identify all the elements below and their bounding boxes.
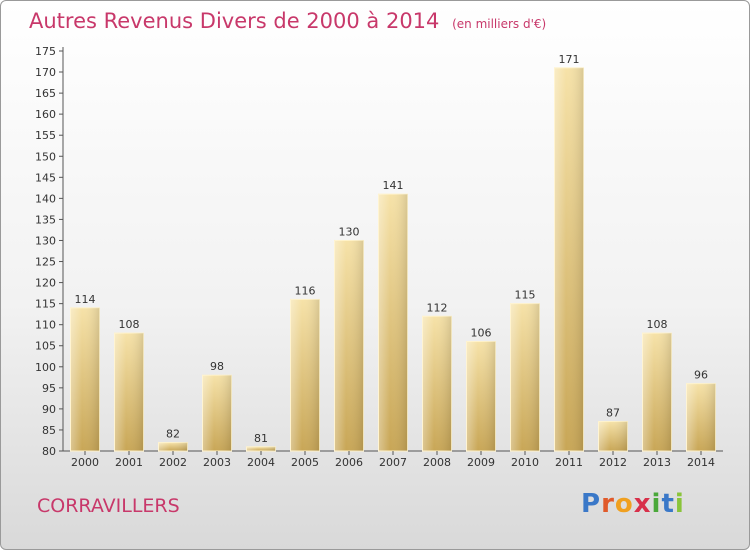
proxiti-logo[interactable]: Proxiti — [581, 489, 685, 519]
logo-letter: r — [601, 489, 615, 519]
bar-shade — [202, 375, 232, 451]
x-tick-label: 2006 — [335, 456, 363, 469]
x-tick-label: 2012 — [599, 456, 627, 469]
bar-value-label: 130 — [339, 225, 360, 238]
chart-title-text: Autres Revenus Divers de 2000 à 2014 — [29, 9, 440, 33]
x-tick-label: 2001 — [115, 456, 143, 469]
y-tick-label: 155 — [35, 129, 56, 142]
bar-value-label: 116 — [295, 284, 316, 297]
bar-shade — [554, 67, 584, 451]
y-tick-label: 135 — [35, 213, 56, 226]
bar-value-label: 98 — [210, 360, 224, 373]
y-tick-label: 80 — [42, 445, 56, 458]
bar-shade — [598, 421, 628, 451]
x-tick-label: 2000 — [71, 456, 99, 469]
bar-value-label: 96 — [694, 369, 708, 382]
commune-name: CORRAVILLERS — [37, 495, 180, 517]
bar-value-label: 141 — [383, 179, 404, 192]
x-tick-label: 2004 — [247, 456, 275, 469]
bar-value-label: 81 — [254, 432, 268, 445]
x-tick-label: 2002 — [159, 456, 187, 469]
y-tick-label: 120 — [35, 277, 56, 290]
bar-shade — [114, 333, 144, 451]
bar-shade — [334, 240, 364, 451]
bar-value-label: 108 — [119, 318, 140, 331]
y-tick-label: 115 — [35, 298, 56, 311]
y-tick-label: 95 — [42, 382, 56, 395]
chart-subtitle: (en milliers d'€) — [452, 17, 547, 31]
bar-shade — [466, 341, 496, 451]
bar-value-label: 114 — [75, 293, 96, 306]
bar-shade — [158, 442, 188, 451]
x-tick-label: 2007 — [379, 456, 407, 469]
bar-shade — [642, 333, 672, 451]
logo-letter: x — [633, 489, 652, 519]
y-tick-label: 85 — [42, 424, 56, 437]
y-tick-label: 105 — [35, 340, 56, 353]
bar-shade — [290, 299, 320, 451]
y-tick-label: 160 — [35, 108, 56, 121]
logo-letter: i — [674, 489, 685, 519]
bar-shade — [510, 303, 540, 451]
bar-shade — [422, 316, 452, 451]
bar-shade — [686, 383, 716, 451]
x-tick-label: 2010 — [511, 456, 539, 469]
bar-shade — [246, 446, 276, 451]
chart-title: Autres Revenus Divers de 2000 à 2014 (en… — [29, 9, 546, 33]
logo-letter: o — [614, 489, 634, 519]
y-tick-label: 110 — [35, 319, 56, 332]
x-tick-label: 2009 — [467, 456, 495, 469]
x-tick-label: 2003 — [203, 456, 231, 469]
bar-value-label: 106 — [471, 327, 492, 340]
x-tick-label: 2005 — [291, 456, 319, 469]
bar-value-label: 108 — [647, 318, 668, 331]
x-tick-label: 2011 — [555, 456, 583, 469]
bar-value-label: 82 — [166, 428, 180, 441]
y-tick-label: 165 — [35, 87, 56, 100]
y-tick-label: 130 — [35, 234, 56, 247]
bar-value-label: 171 — [559, 53, 580, 66]
y-tick-label: 100 — [35, 361, 56, 374]
x-tick-label: 2014 — [687, 456, 715, 469]
bar-value-label: 112 — [427, 301, 448, 314]
y-tick-label: 90 — [42, 403, 56, 416]
logo-letter: i — [651, 489, 662, 519]
y-tick-label: 145 — [35, 171, 56, 184]
bar-value-label: 115 — [515, 289, 536, 302]
bar-value-label: 87 — [606, 407, 620, 420]
bar-shade — [378, 194, 408, 451]
logo-letter: P — [581, 489, 602, 519]
y-tick-label: 170 — [35, 66, 56, 79]
bar-shade — [70, 307, 100, 451]
logo-letter: t — [661, 489, 675, 519]
x-tick-label: 2008 — [423, 456, 451, 469]
x-tick-label: 2013 — [643, 456, 671, 469]
y-tick-label: 150 — [35, 150, 56, 163]
y-tick-label: 175 — [35, 45, 56, 58]
y-tick-label: 140 — [35, 192, 56, 205]
y-tick-label: 125 — [35, 256, 56, 269]
